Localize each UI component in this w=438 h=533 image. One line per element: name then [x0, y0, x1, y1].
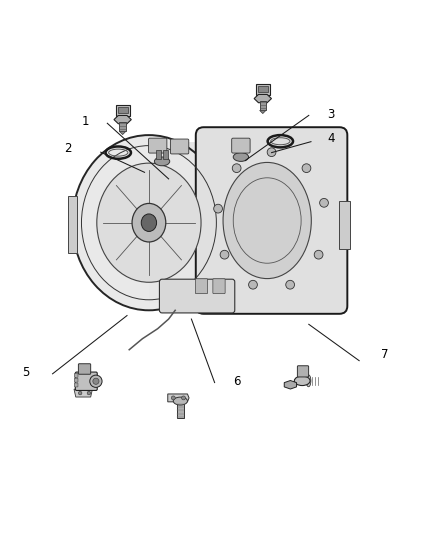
Text: 2: 2 [64, 142, 72, 155]
FancyBboxPatch shape [74, 383, 78, 387]
Bar [120, 122, 126, 132]
Polygon shape [284, 381, 297, 389]
Circle shape [249, 280, 258, 289]
Circle shape [87, 391, 91, 395]
Bar [163, 150, 168, 159]
Bar [177, 401, 184, 418]
FancyBboxPatch shape [258, 86, 268, 92]
Polygon shape [149, 142, 272, 303]
Text: 6: 6 [233, 375, 240, 387]
Ellipse shape [141, 214, 157, 231]
Polygon shape [74, 389, 92, 397]
FancyBboxPatch shape [75, 372, 97, 391]
FancyBboxPatch shape [78, 364, 91, 374]
Text: 5: 5 [23, 366, 30, 379]
Ellipse shape [173, 397, 187, 405]
FancyBboxPatch shape [74, 378, 78, 382]
FancyBboxPatch shape [196, 127, 347, 314]
Ellipse shape [132, 204, 166, 242]
FancyBboxPatch shape [213, 279, 225, 294]
Polygon shape [254, 94, 272, 103]
Circle shape [320, 198, 328, 207]
Circle shape [314, 251, 323, 259]
FancyBboxPatch shape [74, 374, 78, 377]
Polygon shape [260, 110, 266, 114]
FancyBboxPatch shape [232, 138, 250, 153]
Ellipse shape [294, 376, 310, 385]
Polygon shape [68, 197, 77, 253]
Circle shape [181, 396, 186, 400]
Circle shape [90, 375, 102, 387]
Circle shape [171, 396, 175, 400]
Ellipse shape [306, 375, 311, 387]
Polygon shape [120, 132, 126, 134]
Ellipse shape [72, 135, 226, 310]
FancyBboxPatch shape [148, 138, 167, 153]
Ellipse shape [154, 157, 170, 166]
Circle shape [267, 148, 276, 157]
Polygon shape [339, 201, 350, 249]
FancyBboxPatch shape [297, 366, 309, 377]
Circle shape [93, 378, 99, 384]
FancyBboxPatch shape [116, 104, 130, 116]
Text: 4: 4 [327, 132, 335, 145]
Ellipse shape [233, 152, 249, 161]
Ellipse shape [97, 163, 201, 282]
FancyBboxPatch shape [118, 107, 127, 114]
FancyBboxPatch shape [170, 139, 189, 154]
Ellipse shape [223, 163, 311, 279]
Polygon shape [168, 394, 189, 402]
Text: 3: 3 [327, 108, 334, 120]
FancyBboxPatch shape [256, 84, 270, 95]
Bar [260, 101, 266, 110]
Text: 7: 7 [381, 349, 389, 361]
Bar [156, 150, 161, 159]
Circle shape [232, 164, 241, 173]
Text: 1: 1 [81, 116, 89, 128]
Circle shape [214, 204, 223, 213]
FancyBboxPatch shape [195, 279, 208, 294]
FancyBboxPatch shape [159, 279, 235, 313]
Circle shape [302, 164, 311, 173]
Polygon shape [114, 116, 131, 124]
Circle shape [220, 251, 229, 259]
Circle shape [286, 280, 294, 289]
Circle shape [78, 391, 82, 395]
